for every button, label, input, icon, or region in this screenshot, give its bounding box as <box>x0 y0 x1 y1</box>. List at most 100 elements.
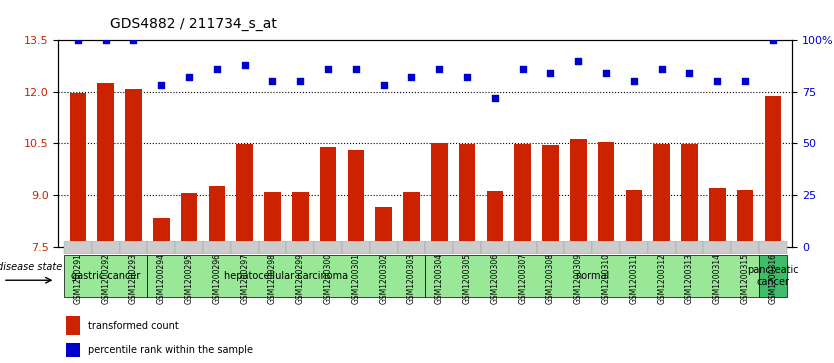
Text: GSM1200297: GSM1200297 <box>240 253 249 304</box>
Text: hepatocellular carcinoma: hepatocellular carcinoma <box>224 271 349 281</box>
FancyBboxPatch shape <box>203 241 231 254</box>
Text: GSM1200291: GSM1200291 <box>73 253 83 304</box>
Bar <box>542 145 559 247</box>
Bar <box>236 144 253 247</box>
Point <box>571 58 585 64</box>
Point <box>210 66 224 72</box>
Text: GSM1200301: GSM1200301 <box>351 253 360 304</box>
Text: normal: normal <box>575 271 610 281</box>
Text: pancreatic
cancer: pancreatic cancer <box>747 265 799 287</box>
Point <box>655 66 668 72</box>
Text: GDS4882 / 211734_s_at: GDS4882 / 211734_s_at <box>110 17 277 30</box>
Bar <box>375 207 392 247</box>
Point <box>433 66 446 72</box>
Point <box>488 95 501 101</box>
FancyBboxPatch shape <box>620 241 648 254</box>
Text: percentile rank within the sample: percentile rank within the sample <box>88 344 253 355</box>
FancyBboxPatch shape <box>676 241 703 254</box>
Point <box>99 37 113 43</box>
FancyBboxPatch shape <box>342 241 369 254</box>
FancyBboxPatch shape <box>286 241 314 254</box>
Point <box>544 70 557 76</box>
Bar <box>181 193 198 247</box>
Point <box>294 78 307 84</box>
Bar <box>348 150 364 247</box>
FancyBboxPatch shape <box>314 241 342 254</box>
Bar <box>403 192 420 247</box>
Text: GSM1200304: GSM1200304 <box>435 253 444 304</box>
Point <box>321 66 334 72</box>
Text: GSM1200313: GSM1200313 <box>685 253 694 304</box>
FancyBboxPatch shape <box>536 241 565 254</box>
Text: GSM1200316: GSM1200316 <box>768 253 777 304</box>
Bar <box>459 144 475 247</box>
Point <box>154 82 168 88</box>
Text: GSM1200309: GSM1200309 <box>574 253 583 304</box>
Bar <box>69 93 86 247</box>
Text: transformed count: transformed count <box>88 321 178 331</box>
FancyBboxPatch shape <box>731 241 759 254</box>
FancyBboxPatch shape <box>259 241 286 254</box>
FancyBboxPatch shape <box>703 241 731 254</box>
Bar <box>736 190 753 247</box>
FancyBboxPatch shape <box>509 241 536 254</box>
Bar <box>98 83 114 247</box>
FancyBboxPatch shape <box>148 255 425 297</box>
Bar <box>709 188 726 247</box>
FancyBboxPatch shape <box>64 255 148 297</box>
Bar <box>153 217 169 247</box>
FancyBboxPatch shape <box>425 241 453 254</box>
FancyBboxPatch shape <box>231 241 259 254</box>
Point <box>266 78 279 84</box>
FancyBboxPatch shape <box>175 241 203 254</box>
Bar <box>681 144 698 247</box>
Bar <box>125 89 142 247</box>
Text: GSM1200303: GSM1200303 <box>407 253 416 304</box>
Text: gastric cancer: gastric cancer <box>71 271 140 281</box>
FancyBboxPatch shape <box>759 255 786 297</box>
FancyBboxPatch shape <box>119 241 148 254</box>
Point <box>127 37 140 43</box>
Point <box>627 78 641 84</box>
Point <box>683 70 696 76</box>
Text: GSM1200312: GSM1200312 <box>657 253 666 304</box>
Bar <box>653 144 670 247</box>
Text: GSM1200292: GSM1200292 <box>101 253 110 304</box>
FancyBboxPatch shape <box>64 241 92 254</box>
Bar <box>264 192 281 247</box>
FancyBboxPatch shape <box>398 241 425 254</box>
Text: GSM1200293: GSM1200293 <box>129 253 138 304</box>
Point <box>183 74 196 80</box>
Bar <box>66 343 80 356</box>
Point <box>349 66 363 72</box>
Bar <box>431 143 448 247</box>
Text: GSM1200307: GSM1200307 <box>518 253 527 304</box>
FancyBboxPatch shape <box>453 241 481 254</box>
Text: GSM1200310: GSM1200310 <box>601 253 610 304</box>
FancyBboxPatch shape <box>565 241 592 254</box>
Point <box>71 37 84 43</box>
Bar <box>208 187 225 247</box>
Text: GSM1200308: GSM1200308 <box>546 253 555 304</box>
Point <box>738 78 751 84</box>
Point <box>404 74 418 80</box>
Text: GSM1200305: GSM1200305 <box>463 253 471 304</box>
Bar <box>765 96 781 247</box>
FancyBboxPatch shape <box>369 241 398 254</box>
Text: GSM1200299: GSM1200299 <box>296 253 304 304</box>
Bar <box>515 144 531 247</box>
Text: GSM1200302: GSM1200302 <box>379 253 388 304</box>
FancyBboxPatch shape <box>592 241 620 254</box>
Text: GSM1200311: GSM1200311 <box>630 253 638 304</box>
Text: GSM1200298: GSM1200298 <box>268 253 277 304</box>
FancyBboxPatch shape <box>425 255 759 297</box>
Point <box>238 62 251 68</box>
Text: GSM1200314: GSM1200314 <box>713 253 721 304</box>
FancyBboxPatch shape <box>148 241 175 254</box>
Point <box>516 66 530 72</box>
Text: GSM1200295: GSM1200295 <box>184 253 193 304</box>
FancyBboxPatch shape <box>648 241 676 254</box>
Bar <box>570 139 586 247</box>
FancyBboxPatch shape <box>92 241 119 254</box>
Point <box>460 74 474 80</box>
